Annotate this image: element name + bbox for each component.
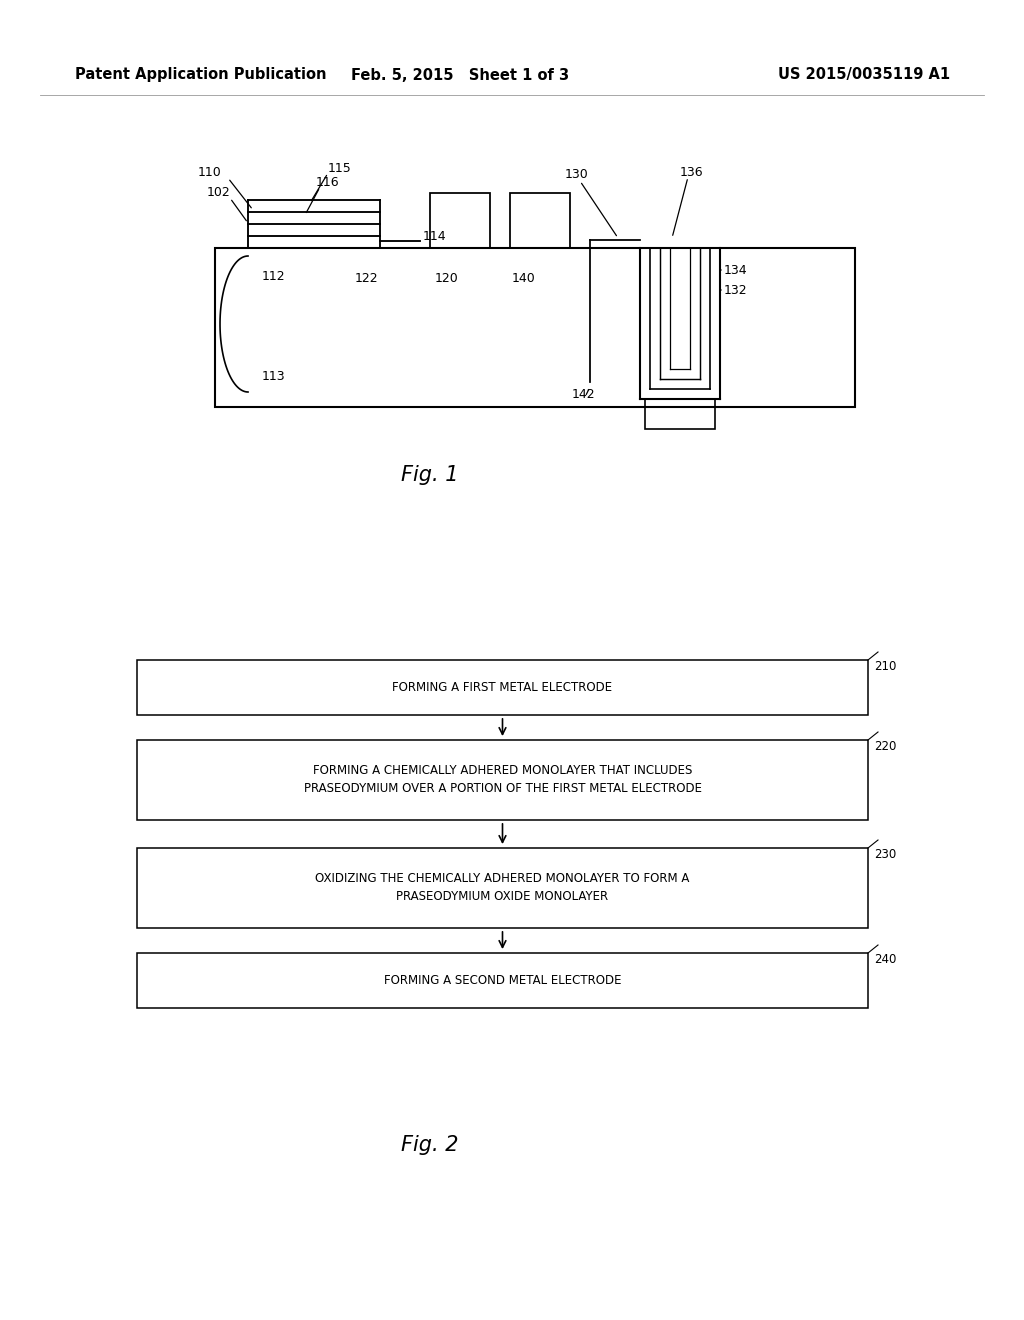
Bar — [645, 399, 715, 429]
Text: 220: 220 — [874, 741, 896, 752]
Bar — [430, 193, 490, 248]
Text: Fig. 2: Fig. 2 — [401, 1135, 459, 1155]
Text: Fig. 1: Fig. 1 — [401, 465, 459, 484]
Text: 132: 132 — [724, 284, 748, 297]
Text: Feb. 5, 2015   Sheet 1 of 3: Feb. 5, 2015 Sheet 1 of 3 — [351, 67, 569, 82]
Text: 230: 230 — [874, 847, 896, 861]
Text: FORMING A FIRST METAL ELECTRODE: FORMING A FIRST METAL ELECTRODE — [392, 681, 612, 694]
Text: 112: 112 — [262, 269, 286, 282]
Bar — [137, 741, 868, 820]
Text: OXIDIZING THE CHEMICALLY ADHERED MONOLAYER TO FORM A
PRASEODYMIUM OXIDE MONOLAYE: OXIDIZING THE CHEMICALLY ADHERED MONOLAY… — [315, 873, 690, 903]
Text: 122: 122 — [355, 272, 379, 285]
Text: 130: 130 — [565, 169, 589, 181]
Text: 240: 240 — [874, 953, 896, 966]
Bar — [215, 248, 855, 407]
Text: 114: 114 — [423, 230, 446, 243]
Text: 120: 120 — [435, 272, 459, 285]
Text: FORMING A CHEMICALLY ADHERED MONOLAYER THAT INCLUDES
PRASEODYMIUM OVER A PORTION: FORMING A CHEMICALLY ADHERED MONOLAYER T… — [303, 764, 701, 796]
Bar — [137, 847, 868, 928]
Text: 110: 110 — [198, 165, 221, 178]
Bar — [137, 660, 868, 715]
Bar — [137, 953, 868, 1008]
Text: 116: 116 — [316, 176, 340, 189]
Text: Patent Application Publication: Patent Application Publication — [75, 67, 327, 82]
Bar — [510, 193, 570, 248]
Text: US 2015/0035119 A1: US 2015/0035119 A1 — [778, 67, 950, 82]
Text: 210: 210 — [874, 660, 896, 673]
Text: 140: 140 — [512, 272, 536, 285]
Text: 136: 136 — [680, 165, 703, 178]
Text: 115: 115 — [328, 161, 352, 174]
Text: 134: 134 — [724, 264, 748, 276]
Text: FORMING A SECOND METAL ELECTRODE: FORMING A SECOND METAL ELECTRODE — [384, 974, 622, 987]
Text: 113: 113 — [262, 371, 286, 384]
Text: 102: 102 — [206, 186, 230, 198]
Text: 142: 142 — [572, 388, 596, 401]
